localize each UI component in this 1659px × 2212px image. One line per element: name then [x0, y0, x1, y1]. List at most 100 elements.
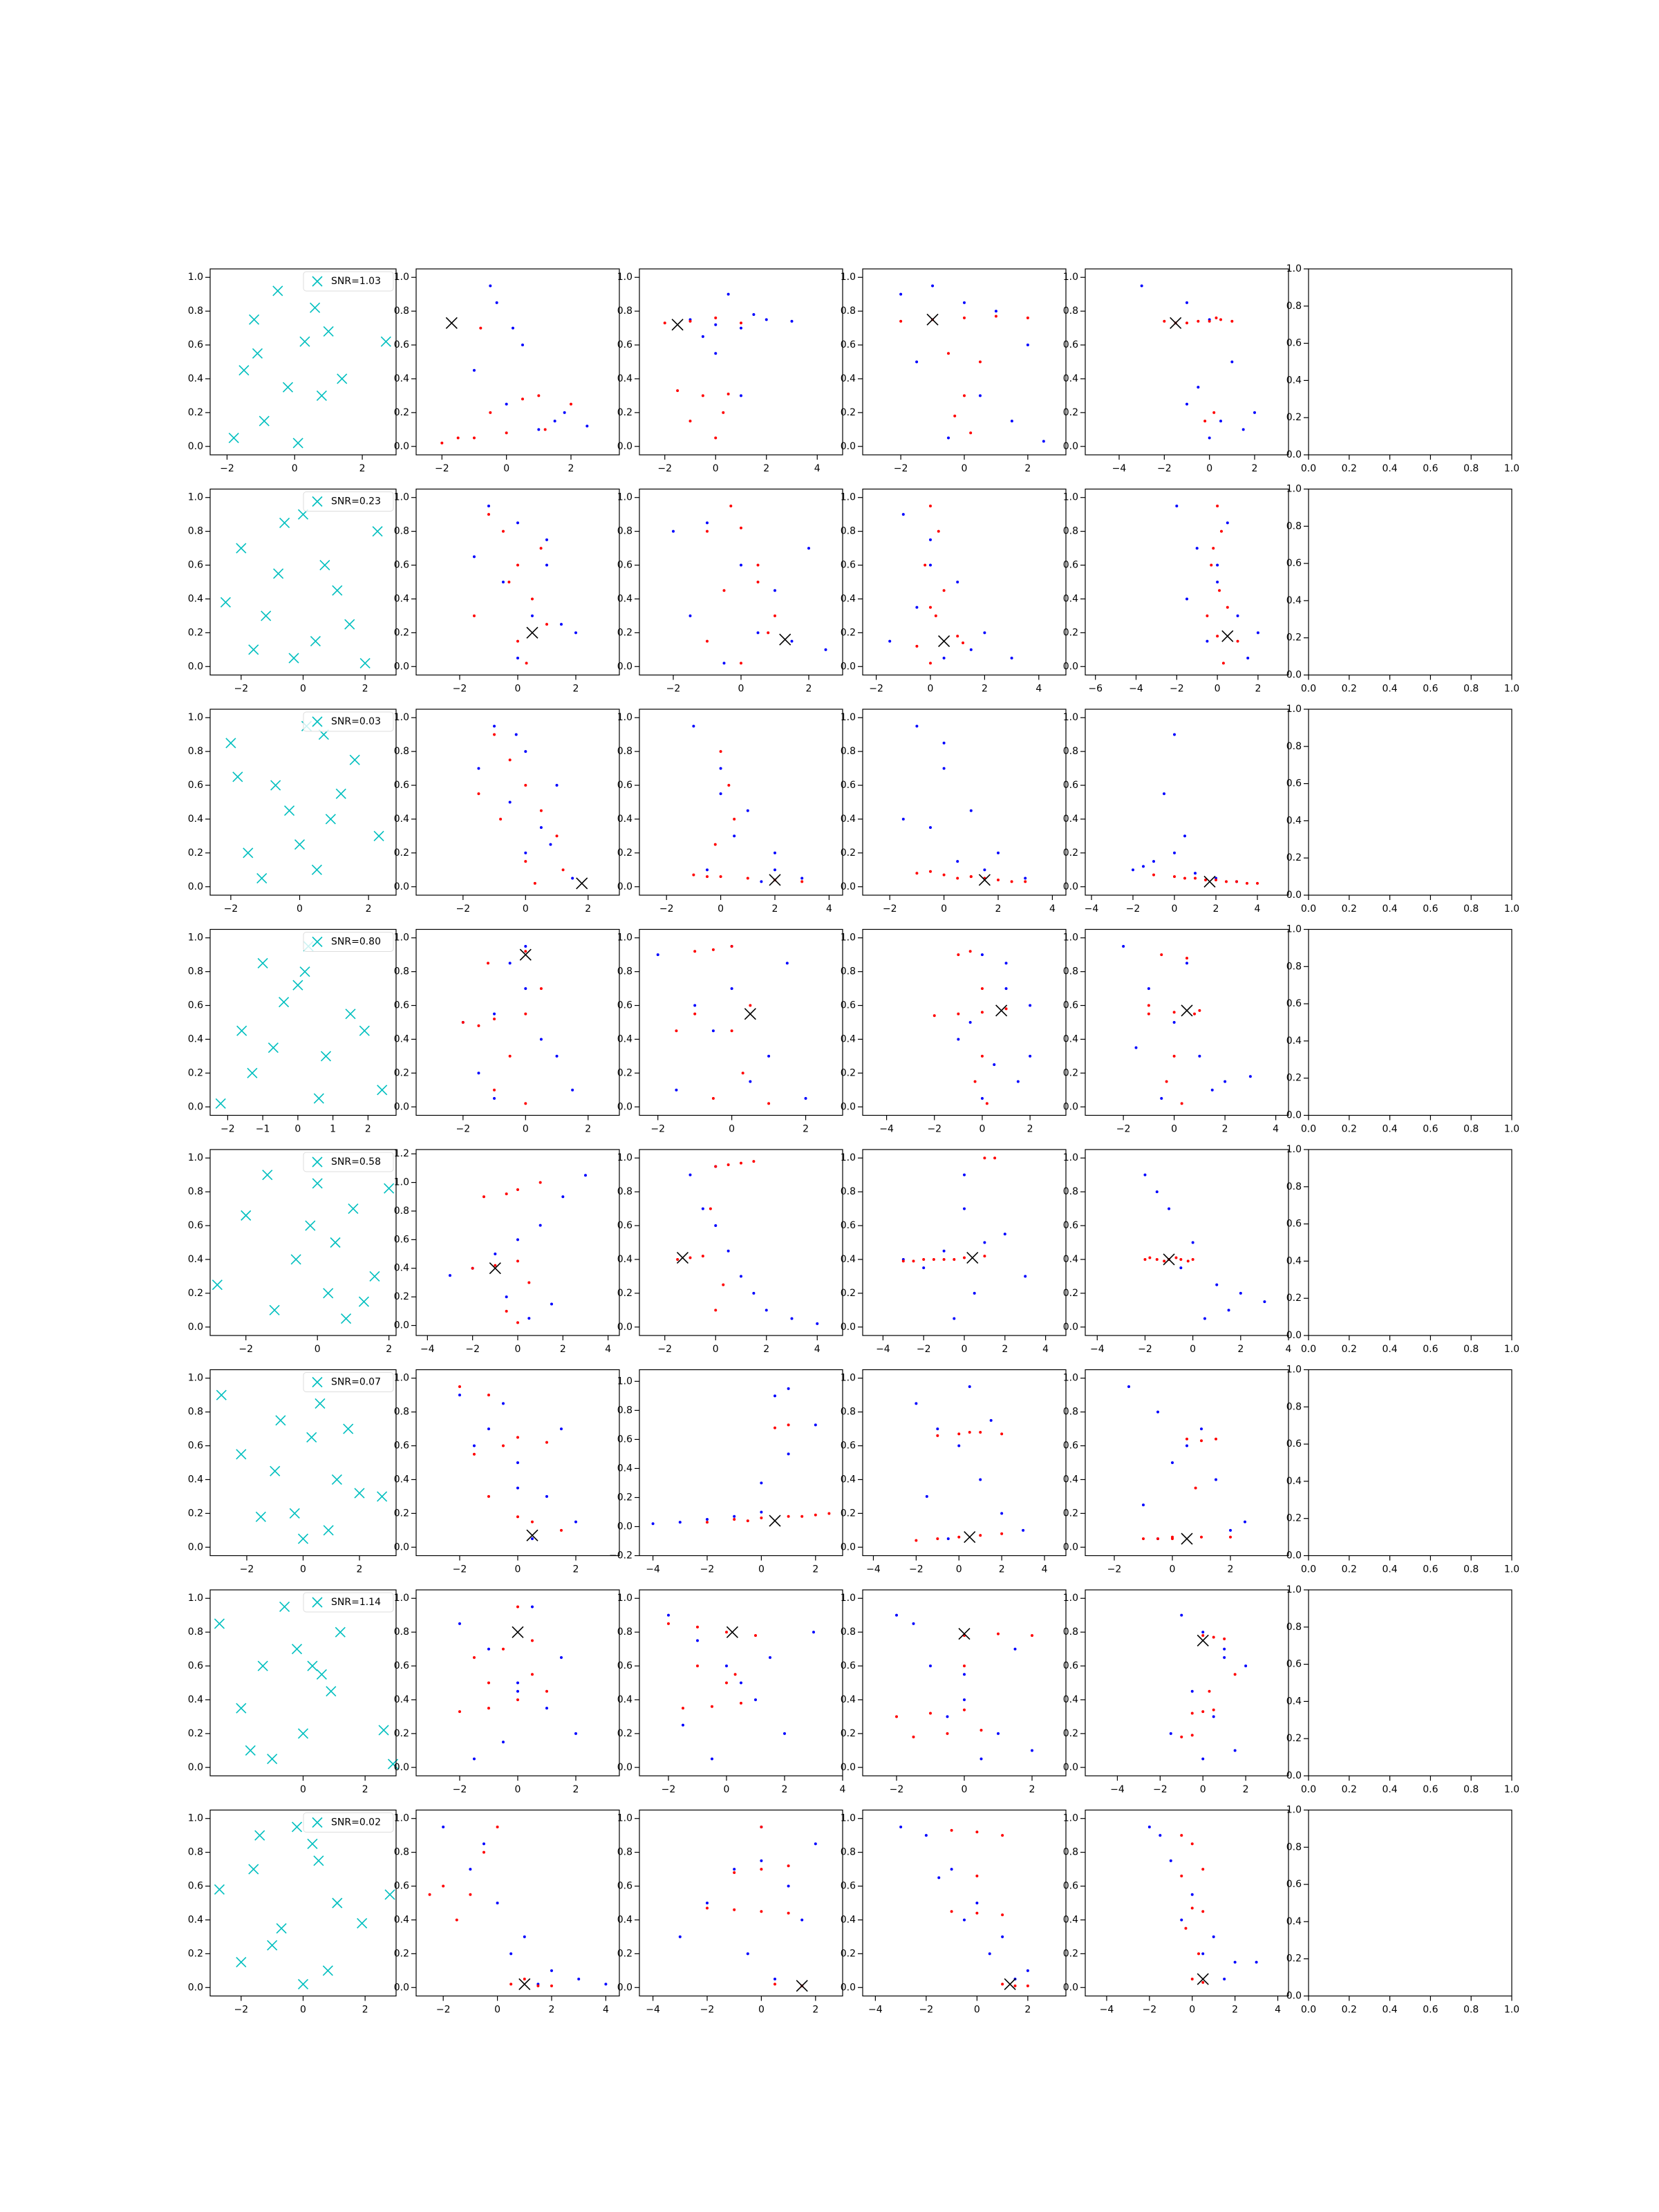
point — [1235, 880, 1238, 883]
y-tick-label: 0.2 — [1063, 1067, 1078, 1078]
y-tick-label: 1.0 — [617, 712, 632, 723]
point — [787, 1911, 790, 1915]
point — [740, 526, 742, 529]
point — [730, 1029, 733, 1033]
y-tick-label: 0.2 — [1286, 1293, 1302, 1304]
point — [508, 758, 512, 762]
y-tick-label: 0.8 — [1063, 306, 1078, 317]
x-tick-label: 4 — [1035, 684, 1042, 695]
x-marker — [1004, 1978, 1016, 1990]
point — [469, 1868, 472, 1871]
x-tick-label: 0.0 — [1301, 1124, 1316, 1135]
y-tick-label: 0.2 — [841, 1508, 856, 1519]
point — [1200, 1439, 1203, 1443]
point — [560, 1427, 563, 1431]
point — [693, 1004, 697, 1007]
point — [969, 809, 973, 812]
x-tick-label: 0.4 — [1382, 684, 1397, 695]
y-tick-label: 0.6 — [617, 1434, 632, 1445]
y-tick-label: 0.6 — [394, 560, 409, 571]
x-tick-label: 0 — [300, 1784, 306, 1795]
point — [1208, 1689, 1211, 1693]
point — [678, 1935, 682, 1938]
x-marker — [526, 626, 538, 639]
point — [895, 1715, 898, 1718]
x-marker — [294, 839, 306, 850]
y-tick-label: 0.6 — [617, 780, 632, 791]
point — [901, 513, 905, 516]
y-tick-label: 0.2 — [617, 847, 632, 859]
y-tick-label: 0.2 — [1286, 852, 1302, 863]
point — [539, 987, 543, 991]
point — [1194, 877, 1197, 880]
point — [577, 1978, 581, 1981]
x-marker — [341, 1313, 352, 1324]
point — [516, 657, 519, 660]
x-marker — [257, 957, 268, 968]
point — [479, 326, 482, 330]
x-tick-label: −4 — [1112, 463, 1127, 474]
point — [524, 1102, 527, 1105]
y-tick-label: 0.6 — [394, 339, 409, 350]
y-tick-label: 0.0 — [188, 1762, 203, 1773]
x-tick-label: 2 — [772, 903, 778, 915]
point — [493, 1012, 496, 1015]
y-tick-label: 0.2 — [617, 1492, 632, 1503]
y-tick-label: 0.0 — [188, 1541, 203, 1553]
x-marker — [292, 980, 303, 991]
point — [502, 1741, 505, 1744]
point — [767, 631, 770, 635]
point — [963, 394, 966, 397]
subplot: 0.0 0.2 0.4 0.6 0.8 1.0 0.0 0.2 0.4 0.6 0.8 1.0 — [1286, 1805, 1519, 2016]
point — [477, 1024, 480, 1027]
point — [774, 1394, 776, 1398]
point — [706, 1521, 709, 1524]
point — [1248, 1075, 1252, 1078]
point — [1010, 657, 1013, 660]
point — [1010, 880, 1013, 883]
point — [787, 1387, 790, 1390]
point — [1201, 1631, 1205, 1634]
y-tick-label: 1.0 — [1063, 1813, 1078, 1824]
y-tick-label: 0.0 — [1286, 670, 1302, 681]
y-tick-label: 0.2 — [841, 847, 856, 859]
y-tick-label: 0.6 — [188, 780, 203, 791]
point — [985, 1102, 988, 1105]
x-marker — [236, 1957, 247, 1968]
y-tick-label: 0.8 — [1063, 1847, 1078, 1858]
point — [980, 1728, 983, 1732]
y-tick-label: 1.0 — [841, 1593, 856, 1604]
point — [1201, 1634, 1205, 1638]
point — [1201, 1910, 1205, 1913]
point — [711, 1029, 715, 1033]
legend-marker — [312, 1817, 323, 1828]
y-tick-label: 0.4 — [1063, 1254, 1078, 1265]
y-tick-label: 1.0 — [188, 1373, 203, 1384]
point — [516, 639, 519, 643]
x-tick-label: 2 — [549, 2005, 555, 2016]
y-tick-label: 0.6 — [188, 560, 203, 571]
y-tick-label: 0.6 — [188, 339, 203, 350]
x-marker — [378, 1725, 389, 1736]
x-tick-label: 2 — [1027, 1124, 1033, 1135]
axes-frame — [639, 1589, 843, 1777]
point — [983, 631, 986, 635]
point — [963, 1918, 966, 1922]
y-tick-label: 0.8 — [188, 1407, 203, 1418]
y-tick-label: 1.0 — [1286, 1365, 1302, 1376]
y-tick-label: 0.0 — [1063, 441, 1078, 452]
point — [1190, 1842, 1194, 1846]
x-tick-label: 2 — [365, 1124, 371, 1135]
x-tick-label: 0.4 — [1382, 1124, 1397, 1135]
x-tick-label: 0.2 — [1342, 1564, 1357, 1575]
x-marker — [316, 1669, 327, 1680]
point — [1230, 360, 1234, 364]
point — [980, 1097, 984, 1100]
x-marker — [289, 1508, 300, 1519]
x-marker — [214, 1884, 225, 1895]
y-tick-label: 0.4 — [841, 593, 856, 604]
point — [473, 368, 476, 372]
x-tick-label: −2 — [919, 2005, 934, 2016]
